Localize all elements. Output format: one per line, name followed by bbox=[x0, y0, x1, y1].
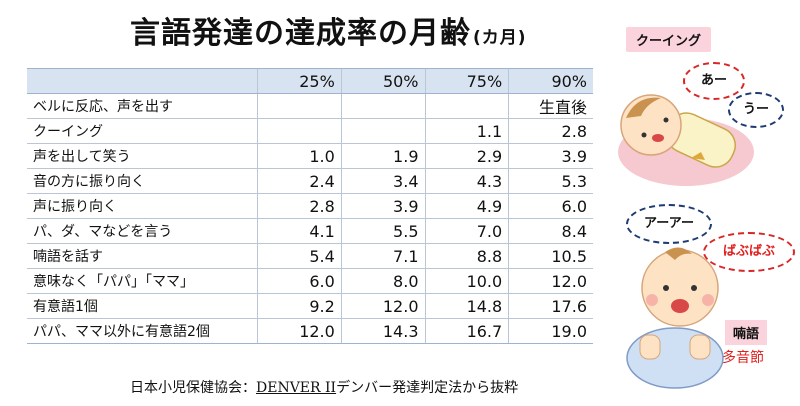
header-75: 75% bbox=[424, 68, 509, 94]
cell-50: 3.4 bbox=[340, 168, 425, 194]
cell-90: 17.6 bbox=[508, 293, 593, 319]
cell-90: 8.4 bbox=[508, 218, 593, 244]
header-25: 25% bbox=[257, 68, 342, 94]
row-label: クーイング bbox=[27, 118, 258, 144]
row-label: 声を出して笑う bbox=[27, 143, 258, 169]
cell-75: 4.9 bbox=[424, 193, 509, 219]
milestone-table: 25% 50% 75% 90% ベルに反応、声を出す 生直後 クーイング 1.1… bbox=[27, 68, 593, 344]
cell-75: 4.3 bbox=[424, 168, 509, 194]
cell-25: 9.2 bbox=[257, 293, 342, 319]
footnote-prefix: 日本小児保健協会： bbox=[130, 380, 256, 396]
cooing-tag: クーイング bbox=[626, 27, 712, 52]
cell-25: 2.4 bbox=[257, 168, 342, 194]
cell-25 bbox=[257, 118, 342, 144]
table-row: 声に振り向く 2.8 3.9 4.9 6.0 bbox=[27, 193, 593, 219]
cell-50 bbox=[340, 93, 425, 119]
cell-25 bbox=[257, 93, 342, 119]
table-row: 有意語1個 9.2 12.0 14.8 17.6 bbox=[27, 293, 593, 319]
row-label: 音の方に振り向く bbox=[27, 168, 258, 194]
row-label: ベルに反応、声を出す bbox=[27, 93, 258, 119]
cell-50: 1.9 bbox=[340, 143, 425, 169]
cell-75: 2.9 bbox=[424, 143, 509, 169]
cell-50: 14.3 bbox=[340, 318, 425, 344]
lying-baby-icon bbox=[618, 94, 754, 186]
row-label: 有意語1個 bbox=[27, 293, 258, 319]
cell-90: 2.8 bbox=[508, 118, 593, 144]
babble-tag: 喃語 bbox=[725, 320, 768, 345]
cell-90: 19.0 bbox=[508, 318, 593, 344]
cell-25: 4.1 bbox=[257, 218, 342, 244]
cell-50: 3.9 bbox=[340, 193, 425, 219]
cell-25: 12.0 bbox=[257, 318, 342, 344]
speech-bubble-baba: ばぶばぶ bbox=[703, 232, 795, 272]
header-50: 50% bbox=[340, 68, 425, 94]
cell-90: 生直後 bbox=[508, 93, 593, 119]
speech-bubble-a: あー bbox=[683, 62, 745, 100]
footnote-suffix: デンバー発達判定法から抜粋 bbox=[336, 380, 519, 396]
header-90: 90% bbox=[508, 68, 593, 94]
row-label: 声に振り向く bbox=[27, 193, 258, 219]
table-row: ベルに反応、声を出す 生直後 bbox=[27, 93, 593, 119]
cell-75: 7.0 bbox=[424, 218, 509, 244]
cell-75: 10.0 bbox=[424, 268, 509, 294]
cell-50: 12.0 bbox=[340, 293, 425, 319]
speech-bubble-u: うー bbox=[728, 92, 784, 128]
cell-75: 16.7 bbox=[424, 318, 509, 344]
cell-90: 3.9 bbox=[508, 143, 593, 169]
cell-90: 6.0 bbox=[508, 193, 593, 219]
speech-bubble-aaa: アーアー bbox=[626, 204, 712, 244]
cell-75: 1.1 bbox=[424, 118, 509, 144]
table-row: 意味なく「パパ」「ママ」 6.0 8.0 10.0 12.0 bbox=[27, 268, 593, 294]
cell-25: 1.0 bbox=[257, 143, 342, 169]
table-row: パ、ダ、マなどを言う 4.1 5.5 7.0 8.4 bbox=[27, 218, 593, 244]
table-header-row: 25% 50% 75% 90% bbox=[27, 68, 593, 94]
footnote-source: DENVER II bbox=[256, 380, 337, 396]
row-label: 意味なく「パパ」「ママ」 bbox=[27, 268, 258, 294]
cell-50: 5.5 bbox=[340, 218, 425, 244]
cell-75: 8.8 bbox=[424, 243, 509, 269]
source-footnote: 日本小児保健協会：DENVER IIデンバー発達判定法から抜粋 bbox=[130, 377, 518, 397]
table-row: クーイング 1.1 2.8 bbox=[27, 118, 593, 144]
table-row: パパ、ママ以外に有意語2個 12.0 14.3 16.7 19.0 bbox=[27, 318, 593, 344]
header-item-column bbox=[27, 68, 258, 94]
row-label: パパ、ママ以外に有意語2個 bbox=[27, 318, 258, 344]
table-row: 声を出して笑う 1.0 1.9 2.9 3.9 bbox=[27, 143, 593, 169]
page-title: 言語発達の達成率の月齢 (カ月) bbox=[130, 8, 550, 52]
row-label: 喃語を話す bbox=[27, 243, 258, 269]
cell-75 bbox=[424, 93, 509, 119]
title-unit: (カ月) bbox=[473, 28, 527, 48]
multi-syllable-note: 多音節 bbox=[722, 350, 764, 366]
cell-90: 5.3 bbox=[508, 168, 593, 194]
row-label: パ、ダ、マなどを言う bbox=[27, 218, 258, 244]
cell-25: 6.0 bbox=[257, 268, 342, 294]
cell-90: 10.5 bbox=[508, 243, 593, 269]
cell-50: 7.1 bbox=[340, 243, 425, 269]
sitting-baby-icon bbox=[626, 247, 724, 389]
cell-75: 14.8 bbox=[424, 293, 509, 319]
table-row: 音の方に振り向く 2.4 3.4 4.3 5.3 bbox=[27, 168, 593, 194]
cell-50: 8.0 bbox=[340, 268, 425, 294]
cell-25: 5.4 bbox=[257, 243, 342, 269]
cell-50 bbox=[340, 118, 425, 144]
title-main: 言語発達の達成率の月齢 bbox=[130, 16, 471, 51]
cell-25: 2.8 bbox=[257, 193, 342, 219]
cell-90: 12.0 bbox=[508, 268, 593, 294]
table-row: 喃語を話す 5.4 7.1 8.8 10.5 bbox=[27, 243, 593, 269]
